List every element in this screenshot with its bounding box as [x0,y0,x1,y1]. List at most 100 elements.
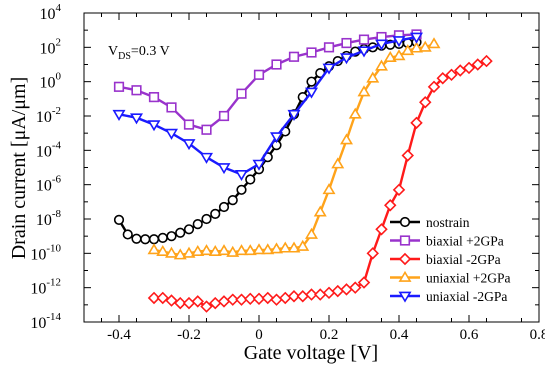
data-point [418,40,432,52]
legend-item: nostrain [390,215,470,230]
data-point [270,242,283,254]
data-point [296,239,310,251]
data-point [192,219,203,230]
data-point [427,37,441,49]
data-point [200,300,213,313]
x-tick-label: 0.2 [320,327,339,343]
data-point [410,32,423,44]
data-point [331,157,345,169]
data-point [113,81,125,92]
legend-item: uniaxial +2GPa [390,271,510,286]
legend-marker [398,291,412,303]
data-point [218,201,230,213]
data-point [366,247,379,260]
data-point [157,232,168,243]
data-point [191,295,204,308]
data-point [245,174,256,185]
data-point [270,132,283,144]
data-point [480,54,493,68]
data-point [217,163,231,175]
data-point [306,47,317,58]
data-point [182,296,196,310]
data-point [436,72,449,85]
data-point [200,152,213,164]
y-tick-label: 10-14 [30,311,61,332]
data-point [401,149,414,162]
data-point [271,59,282,70]
data-point [471,58,484,71]
x-tick-label: 0.8 [530,327,545,343]
data-point [305,87,318,99]
y-axis-label: Drain current [μA/μm] [8,77,30,260]
data-point [366,71,380,83]
y-tick-label: 100 [40,71,62,92]
legend-item: biaxial -2GPa [390,252,501,267]
data-point [331,284,344,298]
data-point [131,85,142,96]
data-point [392,36,406,48]
series-biaxial-2gpa [147,54,493,313]
legend-label: biaxial -2GPa [426,252,501,267]
legend-label: nostrain [426,215,470,230]
legend-marker [399,235,411,246]
data-point [243,244,257,256]
data-point [200,244,213,256]
legend-item: biaxial +2GPa [390,234,504,249]
data-point [340,133,353,145]
data-point [322,286,336,300]
data-point [165,294,178,307]
data-point [322,63,336,75]
data-point [375,39,388,51]
data-point [340,53,353,65]
data-point [419,96,432,109]
data-point [392,49,406,61]
x-tick-label: -0.4 [107,327,131,343]
data-point [201,213,212,225]
data-point [341,37,352,49]
data-point [148,92,160,103]
y-tick-label: 10-2 [36,105,61,126]
data-point [462,61,476,75]
x-tick-label: -0.2 [177,327,201,343]
x-tick-label: 0.4 [390,327,409,343]
data-point [208,244,222,256]
data-point [183,224,195,235]
legend-label: uniaxial -2GPa [426,289,507,304]
data-point [261,291,274,305]
vds-annotation: VDS=0.3 V [108,44,170,62]
x-tick-label: 0 [255,327,263,343]
x-tick-label: 0.6 [460,327,479,343]
legend-item: uniaxial -2GPa [390,289,507,304]
data-point [340,283,353,296]
data-point [191,244,205,256]
y-tick-label: 10-6 [36,174,62,195]
data-point [375,223,388,236]
axis-ticks: -0.4 -0.2 0 0.2 0.4 0.6 0.8 10-14 10-12 10-10 10-8… [30,2,545,343]
data-point [227,195,238,206]
data-point [166,102,177,113]
data-point [165,246,178,258]
series-uniaxial-2gpa [112,32,423,182]
data-point [226,293,239,306]
series-line [117,40,417,241]
data-point [322,183,336,195]
data-point [217,244,231,256]
data-point [427,80,441,94]
data-point [261,243,275,255]
data-point [156,244,170,256]
data-point [270,293,283,306]
data-point [147,120,161,132]
data-point [252,159,266,171]
legend-label: biaxial +2GPa [426,234,504,249]
data-point [174,296,187,310]
data-point [349,281,362,294]
data-point [313,205,327,217]
data-point [306,76,317,87]
data-point [445,68,458,82]
data-point [392,183,406,197]
legend-marker [399,216,411,228]
data-point [182,246,196,258]
series-uniaxial-2gpa [147,37,441,260]
data-point [244,292,257,306]
